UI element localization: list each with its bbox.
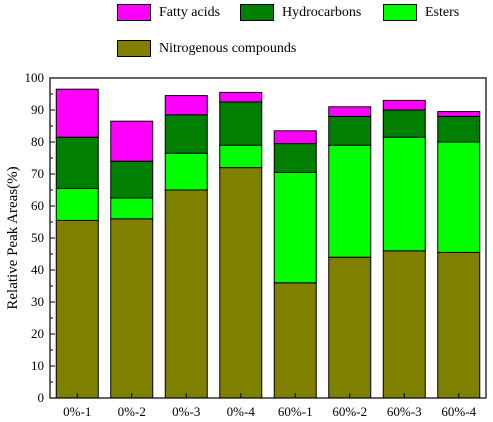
- legend-item-nitrogenous-compounds: Nitrogenous compounds: [117, 40, 296, 57]
- legend-swatch-hydrocarbons: [240, 4, 274, 21]
- bar-segment-fatty-acids-2: [110, 120, 154, 162]
- legend-swatch-esters: [383, 4, 417, 21]
- y-tick-label: 60: [31, 198, 44, 213]
- bar-segment-esters-7: [382, 136, 426, 252]
- bar-segment-nitrogenous-compounds-4: [219, 167, 263, 399]
- legend-item-fatty-acids: Fatty acids: [117, 4, 220, 21]
- y-tick-label: 50: [31, 230, 44, 245]
- y-tick-label: 70: [31, 166, 44, 181]
- y-tick-label: 80: [31, 134, 44, 149]
- legend-swatch-nitrogenous-compounds: [117, 40, 151, 57]
- x-tick-label: 0%-3: [172, 404, 200, 419]
- bar-segment-esters-8: [437, 141, 481, 253]
- y-tick-label: 10: [31, 358, 44, 373]
- legend-swatch-fatty-acids: [117, 4, 151, 21]
- bar-segment-hydrocarbons-3: [164, 114, 208, 154]
- x-tick-label: 60%-3: [387, 404, 422, 419]
- bar-segment-esters-6: [328, 144, 372, 258]
- bar-segment-fatty-acids-3: [164, 95, 208, 116]
- y-tick-label: 100: [25, 70, 45, 85]
- bar-segment-fatty-acids-7: [382, 99, 426, 111]
- bar-segment-esters-5: [273, 171, 317, 284]
- legend-label-fatty-acids: Fatty acids: [159, 4, 221, 20]
- legend-item-esters: Esters: [383, 4, 459, 21]
- y-tick-label: 0: [38, 390, 45, 405]
- bar-segment-esters-4: [219, 144, 263, 169]
- bar-segment-nitrogenous-compounds-7: [382, 250, 426, 399]
- bar-segment-hydrocarbons-7: [382, 109, 426, 138]
- bar-segment-nitrogenous-compounds-1: [55, 219, 99, 399]
- bar-segment-hydrocarbons-2: [110, 160, 154, 199]
- y-axis-label: Relative Peak Areas(%): [5, 166, 21, 309]
- bar-segment-esters-1: [55, 187, 99, 221]
- bar-segment-hydrocarbons-1: [55, 136, 99, 189]
- legend-label-esters: Esters: [425, 4, 460, 20]
- x-tick-label: 0%-1: [63, 404, 91, 419]
- bar-segment-nitrogenous-compounds-8: [437, 251, 481, 399]
- bar-segment-fatty-acids-5: [273, 130, 317, 145]
- bar-segment-nitrogenous-compounds-2: [110, 218, 154, 399]
- x-tick-label: 0%-4: [227, 404, 256, 419]
- legend-label-hydrocarbons: Hydrocarbons: [282, 4, 362, 20]
- bar-segment-fatty-acids-1: [55, 88, 99, 138]
- bar-segment-nitrogenous-compounds-3: [164, 189, 208, 399]
- bar-segment-esters-2: [110, 197, 154, 220]
- x-tick-label: 60%-1: [278, 404, 313, 419]
- x-tick-label: 0%-2: [118, 404, 146, 419]
- bar-segment-nitrogenous-compounds-5: [273, 282, 317, 399]
- bar-segment-fatty-acids-4: [219, 91, 263, 103]
- x-tick-label: 60%-2: [332, 404, 367, 419]
- bar-segment-fatty-acids-8: [437, 111, 481, 117]
- bar-segment-hydrocarbons-5: [273, 143, 317, 173]
- bar-segment-hydrocarbons-4: [219, 101, 263, 146]
- bar-segment-esters-3: [164, 152, 208, 191]
- y-tick-label: 30: [31, 294, 44, 309]
- y-tick-label: 90: [31, 102, 44, 117]
- bar-segment-nitrogenous-compounds-6: [328, 256, 372, 399]
- bar-segment-hydrocarbons-6: [328, 115, 372, 146]
- legend-item-hydrocarbons: Hydrocarbons: [240, 4, 361, 21]
- y-tick-label: 20: [31, 326, 44, 341]
- y-tick-label: 40: [31, 262, 44, 277]
- legend-label-nitrogenous-compounds: Nitrogenous compounds: [159, 40, 297, 56]
- bar-segment-fatty-acids-6: [328, 106, 372, 117]
- x-tick-label: 60%-4: [441, 404, 476, 419]
- bar-segment-hydrocarbons-8: [437, 115, 481, 143]
